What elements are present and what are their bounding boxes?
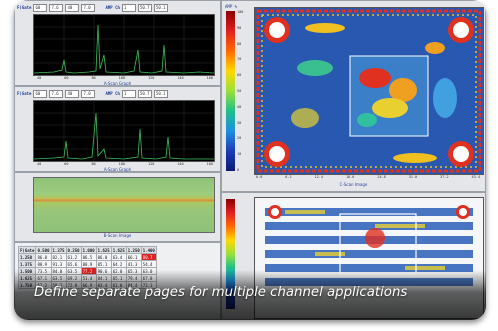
table-cell: 86.0 bbox=[95, 253, 112, 261]
table-header-row: F(Gate 0.500 1.375 0.250 1.000 1.625 1.625 1.25… bbox=[17, 246, 157, 254]
table-header-cell: 1.625 bbox=[95, 246, 112, 254]
ascan-title-2: A-Scan Graph bbox=[103, 167, 132, 172]
table-cell: 88.9 bbox=[35, 260, 52, 268]
cscan-image-top[interactable] bbox=[254, 7, 484, 175]
table-cell: 80.9 bbox=[80, 260, 97, 268]
ascan-plot-2[interactable] bbox=[33, 100, 215, 162]
table-cell: 54.4 bbox=[140, 260, 157, 268]
table-cell: 66.1 bbox=[125, 253, 142, 261]
cscan-x-axis: 0.0 6.2 12.4 18.6 24.8 31.0 37.2 43.4 bbox=[256, 175, 480, 179]
bscan-image[interactable] bbox=[33, 177, 215, 233]
gate-field-2[interactable]: 7.6 bbox=[49, 89, 64, 98]
table-header-cell: 1.250 bbox=[125, 246, 142, 254]
amp-field-1[interactable]: 1 bbox=[121, 89, 136, 98]
table-header-cell: 1.000 bbox=[80, 246, 97, 254]
bscan-panel: B-Scan Image bbox=[14, 172, 221, 242]
ascan-waveform-1 bbox=[33, 15, 215, 75]
table-cell: 1.250 bbox=[17, 253, 37, 261]
gate-field-2[interactable]: 7.6 bbox=[49, 3, 64, 12]
table-header-cell: F(Gate bbox=[17, 246, 37, 254]
amp-field-1[interactable]: 1 bbox=[121, 3, 136, 12]
table-cell: 61.2 bbox=[65, 253, 82, 261]
table-header-cell: 1.400 bbox=[140, 246, 157, 254]
cscan-heatmap-top bbox=[255, 8, 483, 174]
gate-field-4[interactable]: 7.0 bbox=[81, 89, 96, 98]
table-cell: 80.7 bbox=[140, 253, 157, 261]
table-header-cell: 0.500 bbox=[35, 246, 52, 254]
ascan-waveform-2 bbox=[33, 101, 214, 161]
table-row[interactable]: 1.250 86.8 82.1 61.2 86.5 86.0 63.4 66.1 80.7 bbox=[17, 253, 157, 261]
amp-field-2[interactable]: 50.7 bbox=[137, 3, 152, 12]
ascan-x-axis-1: 40 60 80 100 120 140 160 bbox=[37, 76, 213, 80]
table-cell: 41.3 bbox=[125, 260, 142, 268]
table-cell: 65.6 bbox=[65, 260, 82, 268]
gate-field-1[interactable]: 60 bbox=[33, 89, 48, 98]
ndt-scan-application: F(Gate 60 7.6 40 7.0 AMP Ch 1 50.7 50.1 bbox=[14, 0, 486, 320]
amp-field-2[interactable]: 50.7 bbox=[137, 89, 152, 98]
table-header-cell: 1.625 bbox=[110, 246, 127, 254]
amp-field-3[interactable]: 50.1 bbox=[153, 3, 168, 12]
gate-field-3[interactable]: 40 bbox=[65, 89, 80, 98]
caption-banner bbox=[14, 270, 486, 320]
color-scale-label: AMP % bbox=[225, 4, 238, 9]
color-scale-ticks: 100 90 80 70 60 50 40 30 20 10 0 bbox=[237, 10, 244, 172]
table-cell: 86.8 bbox=[35, 253, 52, 261]
table-cell: 82.1 bbox=[50, 253, 67, 261]
table-header-cell: 0.250 bbox=[65, 246, 82, 254]
table-header-cell: 1.375 bbox=[50, 246, 67, 254]
table-cell: 85.1 bbox=[95, 260, 112, 268]
gate-label: F(Gate bbox=[17, 91, 32, 96]
ascan-plot-1[interactable] bbox=[33, 14, 215, 76]
amp-label: AMP Ch bbox=[105, 5, 120, 10]
ascan-panel-1: F(Gate 60 7.6 40 7.0 AMP Ch 1 50.7 50.1 bbox=[14, 0, 221, 86]
ascan-toolbar-1: F(Gate 60 7.6 40 7.0 AMP Ch 1 50.7 50.1 bbox=[17, 3, 218, 12]
gate-label: F(Gate bbox=[17, 5, 32, 10]
table-cell: 63.4 bbox=[110, 253, 127, 261]
gate-field-1[interactable]: 60 bbox=[33, 3, 48, 12]
screenshot-frame: F(Gate 60 7.6 40 7.0 AMP Ch 1 50.7 50.1 bbox=[14, 0, 486, 320]
table-cell: 64.2 bbox=[110, 260, 127, 268]
ascan-toolbar-2: F(Gate 60 7.6 40 7.0 AMP Ch 1 50.7 50.1 bbox=[17, 89, 218, 98]
color-scale-bar bbox=[226, 11, 235, 171]
table-cell: 91.3 bbox=[50, 260, 67, 268]
gate-field-4[interactable]: 7.0 bbox=[81, 3, 96, 12]
table-cell: 86.5 bbox=[80, 253, 97, 261]
table-cell: 1.375 bbox=[17, 260, 37, 268]
amp-field-3[interactable]: 50.1 bbox=[153, 89, 168, 98]
bscan-title: B-Scan Image bbox=[103, 233, 132, 238]
amp-label: AMP Ch bbox=[105, 91, 120, 96]
color-scale-bar-bottom bbox=[226, 199, 235, 309]
gate-field-3[interactable]: 40 bbox=[65, 3, 80, 12]
cscan-title-top: C-Scan Image bbox=[339, 182, 368, 187]
ascan-x-axis-2: 40 60 80 100 120 140 160 bbox=[37, 162, 213, 166]
ascan-title-1: A-Scan Graph bbox=[103, 81, 132, 86]
table-row[interactable]: 1.375 88.9 91.3 65.6 80.9 85.1 64.2 41.3 54.4 bbox=[17, 260, 157, 268]
caption-text: Define separate pages for multiple chann… bbox=[34, 285, 408, 300]
ascan-panel-2: F(Gate 60 7.6 40 7.0 AMP Ch 1 50.7 50.1 bbox=[14, 86, 221, 172]
cscan-panel-top: AMP % 100 90 80 70 60 50 40 30 20 10 0 bbox=[221, 0, 486, 192]
